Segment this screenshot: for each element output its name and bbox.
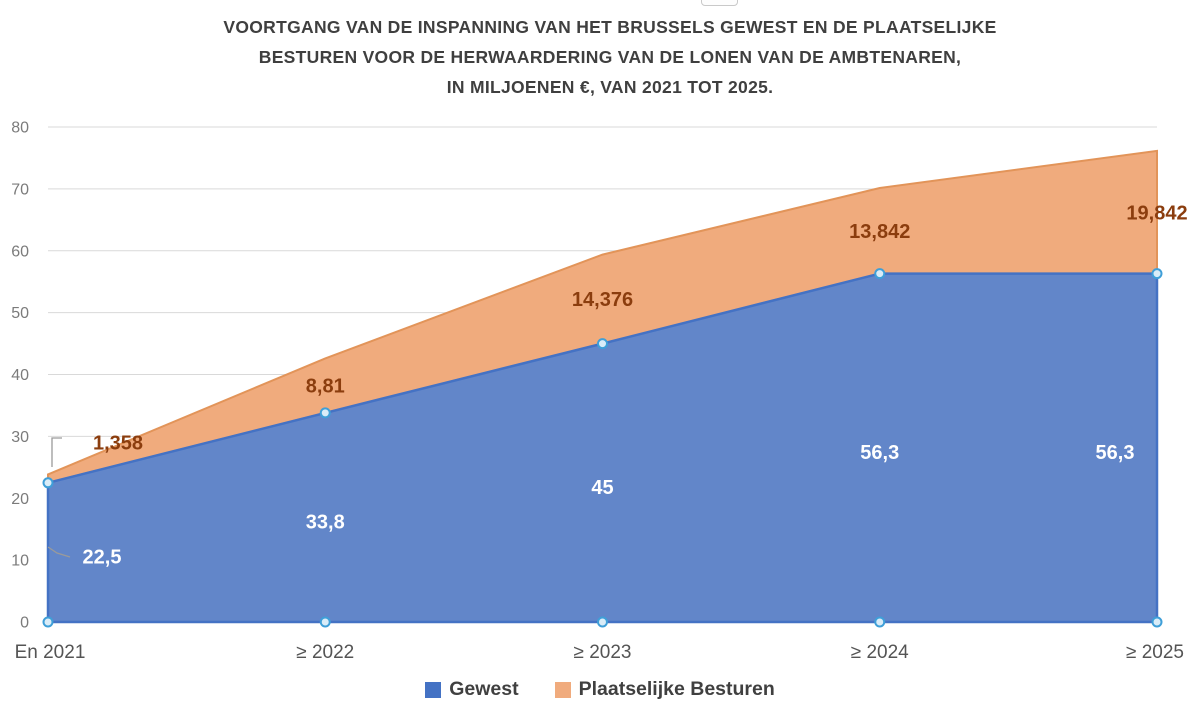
svg-text:13,842: 13,842 — [849, 221, 910, 243]
legend-item-gewest[interactable]: Gewest — [425, 678, 519, 701]
chart-title-line2: BESTUREN VOOR DE HERWAARDERING VAN DE LO… — [258, 47, 962, 67]
svg-text:≥ 2024: ≥ 2024 — [851, 642, 909, 663]
legend-swatch-gewest — [425, 681, 442, 698]
chart-legend: Gewest Plaatselijke Besturen — [0, 678, 1200, 701]
chart-title-line3: IN MILJOENEN €, VAN 2021 TOT 2025. — [446, 77, 774, 97]
svg-text:0: 0 — [20, 615, 29, 632]
chart-title-line1: VOORTGANG VAN DE INSPANNING VAN HET BRUS… — [223, 17, 997, 37]
svg-text:56,3: 56,3 — [1096, 442, 1135, 464]
svg-text:56,3: 56,3 — [860, 442, 899, 464]
svg-text:60: 60 — [11, 243, 29, 260]
svg-text:80: 80 — [11, 120, 29, 137]
svg-text:33,8: 33,8 — [306, 511, 345, 533]
svg-text:≥ 2022: ≥ 2022 — [296, 642, 354, 663]
svg-text:30: 30 — [11, 429, 29, 446]
svg-text:45: 45 — [591, 477, 613, 499]
svg-text:≥ 2023: ≥ 2023 — [574, 642, 632, 663]
svg-text:40: 40 — [11, 367, 29, 384]
svg-text:10: 10 — [11, 553, 29, 570]
legend-label-gewest: Gewest — [449, 678, 519, 700]
svg-text:En 2021: En 2021 — [15, 642, 86, 663]
svg-text:70: 70 — [11, 181, 29, 198]
svg-text:≥ 2025: ≥ 2025 — [1126, 642, 1184, 663]
legend-item-plaatselijke-besturen[interactable]: Plaatselijke Besturen — [554, 678, 775, 701]
svg-text:50: 50 — [11, 305, 29, 322]
svg-text:20: 20 — [11, 491, 29, 508]
legend-label-plaatselijke-besturen: Plaatselijke Besturen — [578, 678, 775, 700]
chart-title: VOORTGANG VAN DE INSPANNING VAN HET BRUS… — [20, 12, 1200, 102]
selection-resize-handle[interactable] — [701, 0, 738, 6]
svg-text:8,81: 8,81 — [306, 376, 345, 398]
svg-text:14,376: 14,376 — [572, 289, 633, 311]
svg-text:22,5: 22,5 — [83, 546, 122, 568]
legend-swatch-plaatselijke-besturen — [554, 681, 571, 698]
svg-text:1,358: 1,358 — [93, 433, 143, 455]
svg-text:19,842: 19,842 — [1126, 202, 1187, 224]
